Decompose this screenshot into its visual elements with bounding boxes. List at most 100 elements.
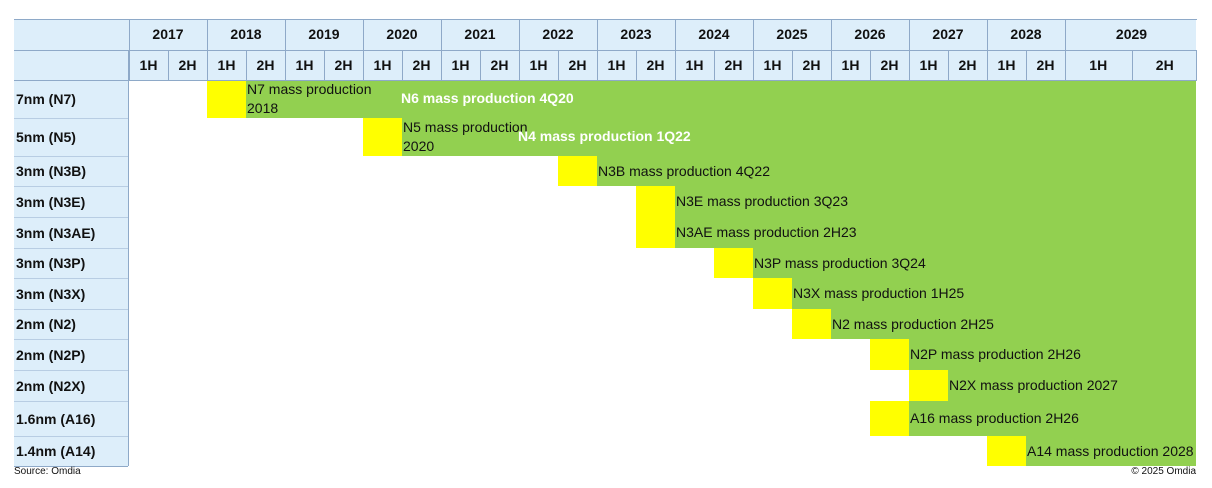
header-divider xyxy=(987,19,988,80)
row-label-9: 2nm (N2X) xyxy=(14,370,128,401)
row-rule xyxy=(14,278,128,279)
header-divider xyxy=(1131,50,1133,80)
year-header-2019: 2019 xyxy=(308,26,340,42)
annotation-8: N2P mass production 2H26 xyxy=(910,346,1081,362)
row-rule xyxy=(14,186,128,187)
header-divider xyxy=(363,19,364,80)
half-header-2027-1H: 1H xyxy=(919,57,938,73)
half-header-2021-1H: 1H xyxy=(451,57,470,73)
header-divider xyxy=(129,19,130,80)
half-header-2023-2H: 2H xyxy=(646,57,665,73)
header-divider xyxy=(519,19,520,80)
lifecycle-bar-1 xyxy=(363,118,1196,156)
row-label-3: 3nm (N3E) xyxy=(14,186,128,217)
row-label-5: 3nm (N3P) xyxy=(14,248,128,278)
lifecycle-bar-4 xyxy=(636,217,1196,248)
lifecycle-bar-2 xyxy=(558,156,1196,186)
header-divider xyxy=(597,19,598,80)
half-header-2028-1H: 1H xyxy=(997,57,1016,73)
row-label-7: 2nm (N2) xyxy=(14,309,128,339)
half-header-2028-2H: 2H xyxy=(1036,57,1055,73)
lifecycle-bar-0 xyxy=(207,80,1196,118)
year-header-2023: 2023 xyxy=(620,26,652,42)
header-rule xyxy=(14,19,1197,20)
row-rule xyxy=(14,339,128,340)
derivative-note-0: N6 mass production 4Q20 xyxy=(401,90,574,106)
row-rule xyxy=(14,248,128,249)
header-divider xyxy=(948,50,949,80)
annotation-11: A14 mass production 2028 xyxy=(1027,442,1194,459)
half-header-2023-1H: 1H xyxy=(607,57,626,73)
header-divider xyxy=(675,19,676,80)
row-label-8: 2nm (N2P) xyxy=(14,339,128,370)
annotation-5: N3P mass production 3Q24 xyxy=(754,254,926,271)
row-label-4: 3nm (N3AE) xyxy=(14,217,128,248)
start-marker-11 xyxy=(987,436,1026,466)
start-marker-2 xyxy=(558,156,597,186)
annotation-0: N7 mass production 2018 xyxy=(247,81,372,116)
row-label-11: 1.4nm (A14) xyxy=(14,436,128,466)
header-divider xyxy=(480,50,481,80)
year-header-2022: 2022 xyxy=(542,26,574,42)
annotation-9: N2X mass production 2027 xyxy=(949,377,1118,393)
row-rule xyxy=(14,217,128,218)
header-divider xyxy=(558,50,559,80)
row-rule xyxy=(14,370,128,371)
label-column-divider xyxy=(128,50,129,466)
start-marker-4 xyxy=(636,217,675,248)
start-marker-6 xyxy=(753,278,792,309)
half-header-2026-1H: 1H xyxy=(841,57,860,73)
annotation-4: N3AE mass production 2H23 xyxy=(676,224,857,240)
annotation-3: N3E mass production 3Q23 xyxy=(676,193,848,209)
row-label-2: 3nm (N3B) xyxy=(14,156,128,186)
year-header-2024: 2024 xyxy=(698,26,730,42)
year-header-2020: 2020 xyxy=(386,26,418,42)
row-rule xyxy=(14,118,128,119)
header-divider xyxy=(909,19,910,80)
start-marker-0 xyxy=(207,80,246,118)
lifecycle-bar-3 xyxy=(636,186,1196,217)
header-divider xyxy=(1065,19,1066,80)
header-divider xyxy=(168,50,169,80)
half-header-2018-1H: 1H xyxy=(217,57,236,73)
year-header-2017: 2017 xyxy=(152,26,184,42)
half-header-2017-2H: 2H xyxy=(178,57,197,73)
half-header-2024-2H: 2H xyxy=(724,57,743,73)
copyright-note: © 2025 Omdia xyxy=(1131,466,1196,477)
annotation-1: N5 mass production 2020 xyxy=(403,119,528,154)
start-marker-9 xyxy=(909,370,948,401)
row-rule xyxy=(14,401,128,402)
header-divider xyxy=(636,50,637,80)
lifecycle-bar-9 xyxy=(909,370,1196,401)
half-header-2027-2H: 2H xyxy=(958,57,977,73)
year-header-2021: 2021 xyxy=(464,26,496,42)
start-marker-10 xyxy=(870,401,909,436)
start-marker-8 xyxy=(870,339,909,370)
header-divider xyxy=(324,50,325,80)
annotation-10: A16 mass production 2H26 xyxy=(910,410,1079,426)
row-label-10: 1.6nm (A16) xyxy=(14,401,128,436)
source-note: Source: Omdia xyxy=(14,466,81,477)
half-header-2026-2H: 2H xyxy=(880,57,899,73)
derivative-note-1: N4 mass production 1Q22 xyxy=(518,128,691,144)
half-header-2025-1H: 1H xyxy=(763,57,782,73)
half-header-2019-1H: 1H xyxy=(295,57,314,73)
header-divider xyxy=(441,19,442,80)
header-divider xyxy=(246,50,247,80)
row-rule xyxy=(14,156,128,157)
header-rule xyxy=(14,50,1197,51)
header-divider xyxy=(207,19,208,80)
header-divider xyxy=(714,50,715,80)
row-label-1: 5nm (N5) xyxy=(14,118,128,156)
half-header-2029-2H: 2H xyxy=(1155,57,1174,73)
annotation-7: N2 mass production 2H25 xyxy=(832,315,994,332)
header-divider xyxy=(402,50,403,80)
half-header-2022-2H: 2H xyxy=(568,57,587,73)
year-header-2018: 2018 xyxy=(230,26,262,42)
header-divider xyxy=(1026,50,1027,80)
header-divider xyxy=(792,50,793,80)
half-header-2021-2H: 2H xyxy=(490,57,509,73)
annotation-6: N3X mass production 1H25 xyxy=(793,285,965,301)
year-header-2029: 2029 xyxy=(1115,26,1148,42)
